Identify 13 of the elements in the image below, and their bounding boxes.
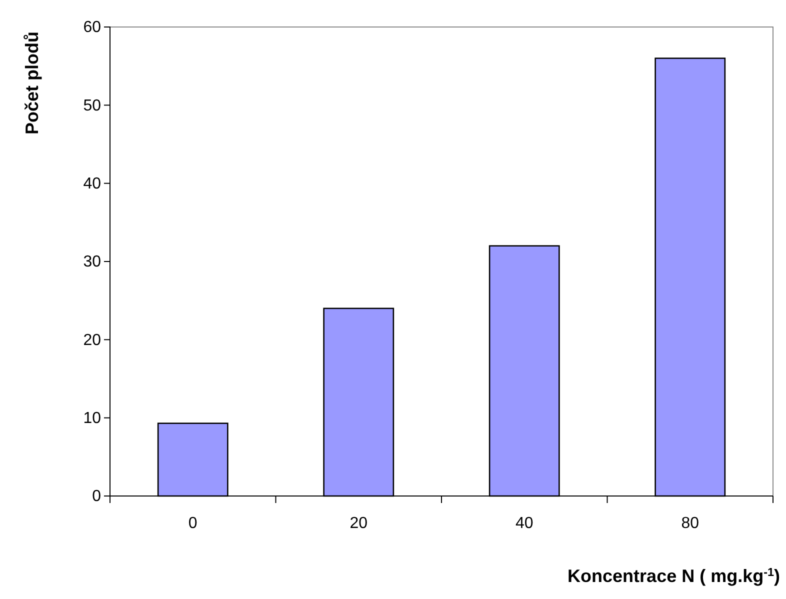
y-tick-label: 30 [83,254,102,271]
y-tick-label: 20 [83,332,102,349]
y-tick-label: 50 [83,97,102,114]
y-axis-title: Počet plodů [22,32,42,134]
y-tick-label: 40 [83,175,102,192]
x-tick-label: 0 [188,515,198,532]
y-tick-label: 0 [92,488,102,506]
y-tick-label: 10 [83,410,102,427]
x-tick-label: 80 [681,515,700,532]
x-tick-label: 40 [515,515,534,532]
x-tick-label: 20 [350,515,368,532]
x-axis-title: Koncentrace N ( mg.kg$^{-1}$) [568,566,780,586]
y-tick-label: 60 [83,19,102,36]
